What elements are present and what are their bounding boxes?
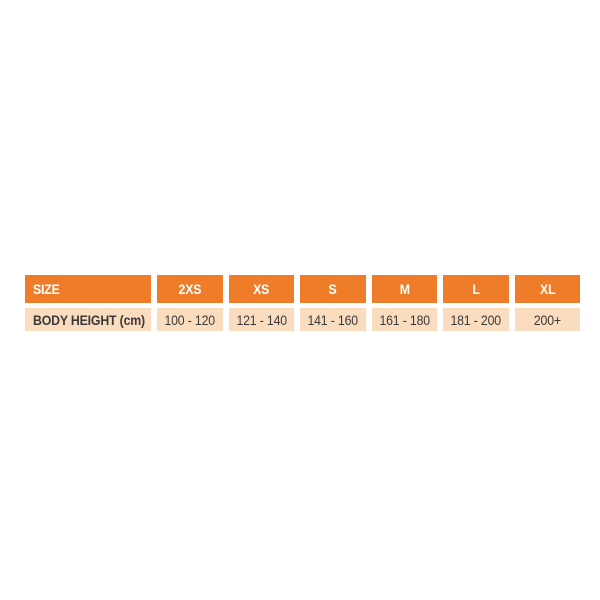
header-cell-2xs-label: 2XS (178, 281, 202, 297)
size-table: SIZE 2XS XS S M L XL BODY HEIGHT (cm) 10… (25, 275, 580, 331)
row-label-body-height-text: BODY HEIGHT (cm) (33, 311, 145, 328)
header-cell-xs-label: XS (253, 281, 270, 297)
value-cell-xs-text: 121 - 140 (236, 311, 287, 328)
header-cell-l-label: L (472, 281, 480, 297)
header-cell-xl-label: XL (539, 281, 556, 297)
value-cell-m-text: 161 - 180 (379, 311, 430, 328)
header-cell-s: S (300, 275, 366, 303)
header-cell-size-label: SIZE (33, 281, 60, 297)
value-cell-2xs: 100 - 120 (157, 308, 223, 331)
header-cell-s-label: S (328, 281, 337, 297)
row-label-body-height: BODY HEIGHT (cm) (25, 308, 151, 331)
header-cell-m-label: M (399, 281, 410, 297)
value-cell-xs: 121 - 140 (228, 308, 294, 331)
header-cell-l: L (443, 275, 509, 303)
header-cell-2xs: 2XS (157, 275, 223, 303)
value-cell-m: 161 - 180 (371, 308, 437, 331)
value-cell-xl-text: 200+ (533, 311, 561, 328)
header-cell-xl: XL (514, 275, 580, 303)
value-cell-s: 141 - 160 (300, 308, 366, 331)
header-cell-m: M (371, 275, 437, 303)
value-cell-s-text: 141 - 160 (307, 311, 359, 328)
value-cell-l: 181 - 200 (443, 308, 509, 331)
value-cell-2xs-text: 100 - 120 (164, 311, 216, 328)
header-cell-size: SIZE (25, 275, 151, 303)
header-cell-xs: XS (228, 275, 294, 303)
value-cell-l-text: 181 - 200 (450, 311, 502, 328)
value-cell-xl: 200+ (514, 308, 580, 331)
